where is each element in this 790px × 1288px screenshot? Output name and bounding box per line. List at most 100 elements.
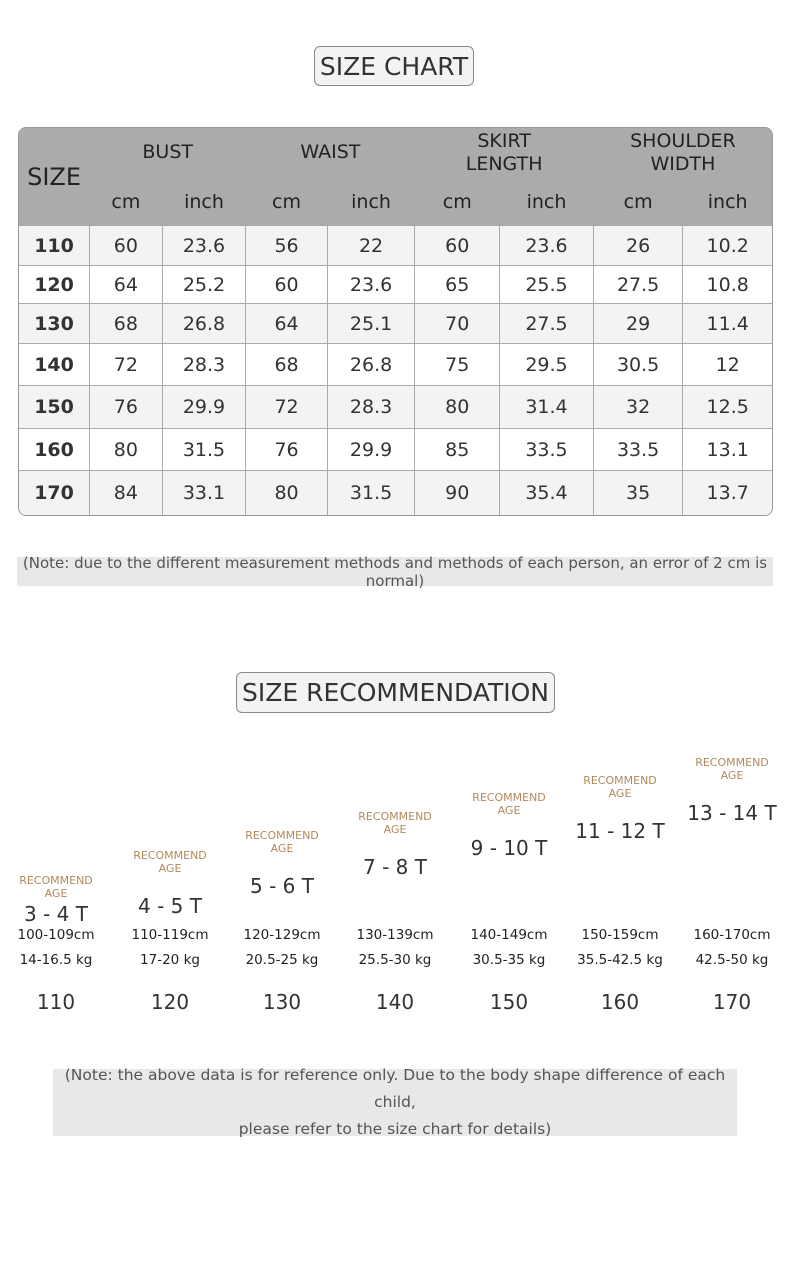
size-table: SIZE BUST WAIST SKIRT LENGTH SHOULDER WIDTH c… bbox=[18, 127, 773, 516]
value-cell: 30.5 bbox=[593, 344, 684, 386]
recommend-label: RECOMMEND AGE bbox=[583, 774, 657, 800]
note-line: please refer to the size chart for detai… bbox=[238, 1120, 552, 1138]
value-cell: 23.6 bbox=[500, 226, 594, 266]
size-chart-note: (Note: due to the different measurement … bbox=[17, 554, 773, 590]
value-cell: 23.6 bbox=[327, 266, 416, 304]
recommend-label: RECOMMEND AGE bbox=[695, 756, 769, 782]
value-cell: 10.8 bbox=[683, 266, 772, 304]
size-label: 130 bbox=[262, 990, 302, 1014]
unit-header: cm bbox=[246, 178, 328, 226]
value-cell: 33.5 bbox=[593, 429, 684, 471]
arch bbox=[0, 621, 790, 826]
value-cell: 84 bbox=[90, 471, 163, 515]
value-cell: 27.5 bbox=[593, 266, 684, 304]
value-cell: 12.5 bbox=[683, 386, 772, 429]
unit-header: inch bbox=[500, 178, 594, 226]
size-header: SIZE bbox=[19, 128, 91, 226]
value-cell: 65 bbox=[415, 266, 501, 304]
size-chart-title: SIZE CHART bbox=[314, 46, 474, 86]
unit-header: inch bbox=[162, 178, 247, 226]
page: SIZE CHART SIZE BUST WAIST SKIRT LENGTH SHOU… bbox=[17, 46, 777, 1138]
height-label: 150-159cm bbox=[581, 927, 659, 943]
value-cell: 90 bbox=[415, 471, 501, 515]
weight-label: 14-16.5 kg bbox=[19, 952, 93, 968]
group-header: SKIRT LENGTH bbox=[415, 128, 594, 178]
weight-label: 35.5-42.5 kg bbox=[577, 952, 663, 968]
recommend-label: RECOMMEND AGE bbox=[133, 849, 207, 875]
value-cell: 13.1 bbox=[683, 429, 772, 471]
value-cell: 32 bbox=[593, 386, 684, 429]
age-label: 5 - 6 T bbox=[250, 874, 314, 898]
recommendation-note: (Note: the above data is for reference o… bbox=[53, 1066, 737, 1138]
value-cell: 23.6 bbox=[162, 226, 247, 266]
recommend-label: RECOMMEND AGE bbox=[358, 810, 432, 836]
recommend-label: RECOMMEND AGE bbox=[245, 829, 319, 855]
data-row: 150 76 29.9 72 28.3 80 31.4 32 12.5 bbox=[19, 386, 772, 429]
value-cell: 68 bbox=[246, 344, 328, 386]
value-cell: 60 bbox=[246, 266, 328, 304]
value-cell: 76 bbox=[246, 429, 328, 471]
size-label: 150 bbox=[489, 990, 529, 1014]
value-cell: 35.4 bbox=[500, 471, 594, 515]
value-cell: 29.5 bbox=[500, 344, 594, 386]
page-body: SIZE CHART SIZE BUST WAIST SKIRT LENGTH SHOU… bbox=[17, 46, 777, 1138]
value-cell: 75 bbox=[415, 344, 501, 386]
size-cell: 170 bbox=[19, 471, 91, 515]
group-header: WAIST bbox=[246, 128, 416, 178]
age-label: 11 - 12 T bbox=[575, 819, 665, 843]
value-cell: 35 bbox=[593, 471, 684, 515]
value-cell: 76 bbox=[90, 386, 163, 429]
value-cell: 64 bbox=[246, 304, 328, 344]
value-cell: 25.1 bbox=[327, 304, 416, 344]
size-label: 110 bbox=[36, 990, 76, 1014]
unit-header: cm bbox=[415, 178, 501, 226]
value-cell: 28.3 bbox=[327, 386, 416, 429]
value-cell: 22 bbox=[327, 226, 416, 266]
data-row: 140 72 28.3 68 26.8 75 29.5 30.5 12 bbox=[19, 344, 772, 386]
size-label: 170 bbox=[712, 990, 752, 1014]
value-cell: 25.2 bbox=[162, 266, 247, 304]
value-cell: 12 bbox=[683, 344, 772, 386]
size-cell: 110 bbox=[19, 226, 91, 266]
value-cell: 80 bbox=[246, 471, 328, 515]
height-label: 130-139cm bbox=[356, 927, 434, 943]
age-label: 9 - 10 T bbox=[470, 836, 548, 860]
unit-header: cm bbox=[593, 178, 684, 226]
value-cell: 26.8 bbox=[327, 344, 416, 386]
value-cell: 31.5 bbox=[162, 429, 247, 471]
size-label: 160 bbox=[600, 990, 640, 1014]
value-cell: 72 bbox=[246, 386, 328, 429]
value-cell: 70 bbox=[415, 304, 501, 344]
value-cell: 31.5 bbox=[327, 471, 416, 515]
data-row: 120 64 25.2 60 23.6 65 25.5 27.5 10.8 bbox=[19, 266, 772, 304]
height-label: 120-129cm bbox=[243, 927, 321, 943]
value-cell: 85 bbox=[415, 429, 501, 471]
value-cell: 72 bbox=[90, 344, 163, 386]
age-label: 13 - 14 T bbox=[687, 801, 777, 825]
weight-label: 20.5-25 kg bbox=[245, 952, 319, 968]
size-cell: 130 bbox=[19, 304, 91, 344]
value-cell: 10.2 bbox=[683, 226, 772, 266]
value-cell: 64 bbox=[90, 266, 163, 304]
age-label: 7 - 8 T bbox=[363, 855, 427, 879]
value-cell: 33.1 bbox=[162, 471, 247, 515]
value-cell: 33.5 bbox=[500, 429, 594, 471]
size-label: 140 bbox=[375, 990, 415, 1014]
value-cell: 29 bbox=[593, 304, 684, 344]
group-header: SHOULDER WIDTH bbox=[593, 128, 772, 178]
size-cell: 140 bbox=[19, 344, 91, 386]
value-cell: 56 bbox=[246, 226, 328, 266]
value-cell: 29.9 bbox=[162, 386, 247, 429]
recommendation-title: SIZE RECOMMENDATION bbox=[236, 672, 555, 713]
height-label: 140-149cm bbox=[470, 927, 548, 943]
value-cell: 80 bbox=[90, 429, 163, 471]
age-label: 4 - 5 T bbox=[138, 894, 202, 918]
value-cell: 25.5 bbox=[500, 266, 594, 304]
weight-label: 25.5-30 kg bbox=[358, 952, 432, 968]
height-label: 160-170cm bbox=[693, 927, 771, 943]
height-label: 110-119cm bbox=[131, 927, 209, 943]
weight-label: 30.5-35 kg bbox=[472, 952, 546, 968]
group-header: BUST bbox=[90, 128, 247, 178]
weight-label: 42.5-50 kg bbox=[695, 952, 769, 968]
